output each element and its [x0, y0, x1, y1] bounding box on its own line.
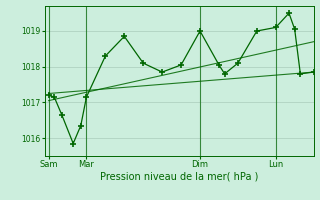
X-axis label: Pression niveau de la mer( hPa ): Pression niveau de la mer( hPa )	[100, 172, 258, 182]
